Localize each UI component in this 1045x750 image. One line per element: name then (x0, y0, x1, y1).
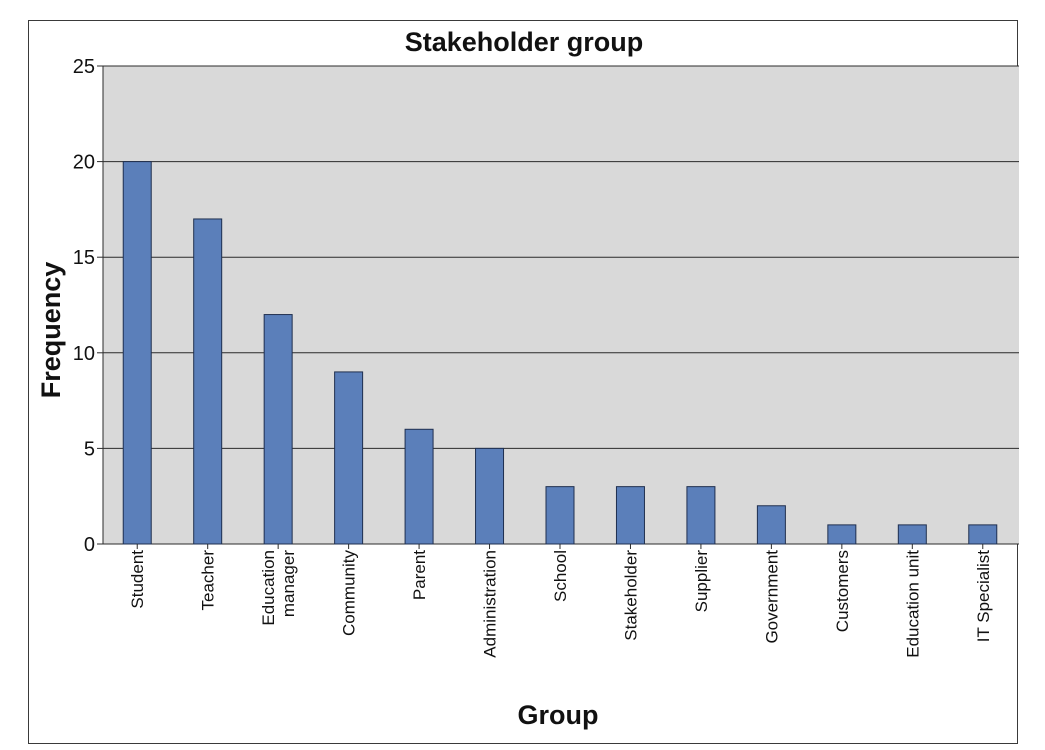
bar (263, 314, 293, 545)
x-tick-label: IT Specialist (974, 550, 993, 643)
y-tick-label: 10 (73, 343, 95, 365)
bars (122, 161, 998, 549)
x-tick-label: Community (340, 550, 359, 636)
x-tick-label: Stakeholder (621, 550, 640, 641)
bar (475, 447, 505, 545)
x-tick-label: manager (279, 550, 298, 617)
bar (897, 524, 927, 545)
bar (827, 524, 857, 545)
x-tick-label: Education (259, 550, 278, 626)
x-tick-label: Government (762, 550, 781, 644)
x-tick-label: Teacher (199, 550, 218, 611)
y-axis-label: Frequency (36, 262, 66, 399)
y-tick-label: 15 (73, 247, 95, 269)
bar (545, 486, 575, 545)
x-tick-label: Education unit (903, 550, 922, 658)
x-tick-label: Supplier (692, 550, 711, 613)
bar (404, 428, 434, 545)
x-tick-label: Customers (833, 550, 852, 632)
bar (615, 486, 645, 545)
x-axis-label: Group (518, 700, 599, 730)
x-tick-labels: Student Teacher Education manager Community P… (128, 550, 993, 658)
bar (193, 218, 223, 545)
x-tick-label: School (551, 550, 570, 602)
chart-title: Stakeholder group (405, 27, 644, 57)
bar (122, 161, 152, 545)
y-tick-labels: 0 5 10 15 20 25 (73, 56, 95, 556)
x-tick-label: Parent (410, 550, 429, 600)
bar (968, 524, 998, 545)
x-tick-label: Student (128, 550, 147, 609)
bar (334, 371, 364, 545)
gridlines (97, 65, 1019, 545)
bar (756, 505, 786, 545)
y-tick-label: 5 (84, 438, 95, 460)
bar (686, 486, 716, 545)
y-tick-label: 25 (73, 56, 95, 78)
y-tick-label: 0 (84, 534, 95, 556)
y-tick-label: 20 (73, 152, 95, 174)
plot-area (103, 66, 1019, 544)
x-tick-label: Administration (481, 550, 500, 658)
